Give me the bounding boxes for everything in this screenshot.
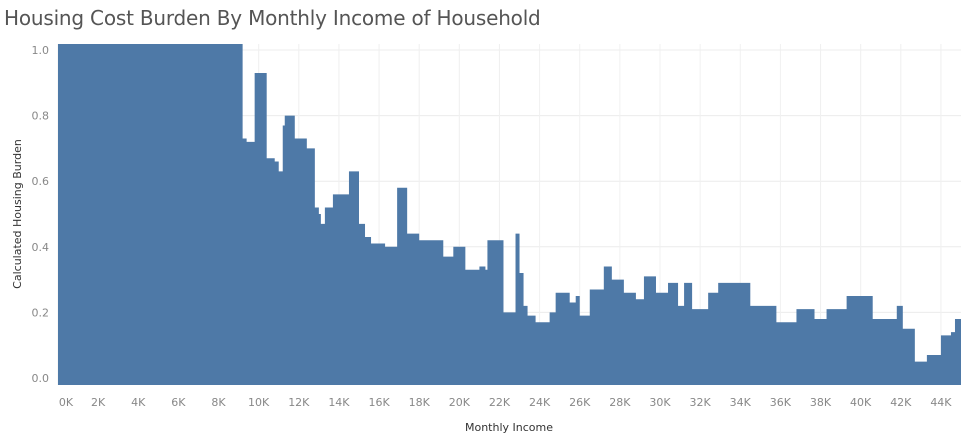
y-tick-label: 0.4 <box>32 241 50 254</box>
burden-area-series <box>58 44 961 385</box>
x-tick-label: 4K <box>131 396 146 409</box>
x-tick-label: 26K <box>569 396 591 409</box>
x-tick-label: 34K <box>730 396 752 409</box>
x-tick-label: 14K <box>328 396 350 409</box>
x-tick-label: 18K <box>409 396 431 409</box>
x-tick-label: 10K <box>248 396 270 409</box>
y-tick-label: 1.0 <box>32 44 50 57</box>
x-tick-label: 32K <box>690 396 712 409</box>
y-tick-label: 0.0 <box>32 372 50 385</box>
y-tick-label: 0.2 <box>32 306 50 319</box>
plot-area <box>58 44 961 385</box>
x-tick-label: 38K <box>810 396 832 409</box>
chart-title: Housing Cost Burden By Monthly Income of… <box>4 6 541 30</box>
x-tick-label: 8K <box>211 396 226 409</box>
x-tick-label: 22K <box>489 396 511 409</box>
x-tick-label: 12K <box>288 396 310 409</box>
x-tick-label: 2K <box>91 396 106 409</box>
x-axis-ticks: 0K 2K 4K 6K 8K 10K 12K 14K 16K 18K 20K 22K 24K 26K 28K… <box>59 396 952 409</box>
x-tick-label: 24K <box>529 396 551 409</box>
x-tick-label: 28K <box>609 396 631 409</box>
x-tick-label: 20K <box>449 396 471 409</box>
x-tick-label: 40K <box>850 396 872 409</box>
x-tick-label: 44K <box>930 396 952 409</box>
x-tick-label: 0K <box>59 396 74 409</box>
y-tick-label: 0.6 <box>32 175 50 188</box>
x-tick-label: 36K <box>770 396 792 409</box>
x-tick-label: 42K <box>890 396 912 409</box>
y-axis-title: Calculated Housing Burden <box>11 139 24 289</box>
x-tick-label: 6K <box>171 396 186 409</box>
y-axis-ticks: 0.0 0.2 0.4 0.6 0.8 1.0 <box>32 44 50 385</box>
x-tick-label: 16K <box>368 396 390 409</box>
x-axis-title: Monthly Income <box>465 421 553 434</box>
x-tick-label: 30K <box>649 396 671 409</box>
y-tick-label: 0.8 <box>32 110 50 123</box>
